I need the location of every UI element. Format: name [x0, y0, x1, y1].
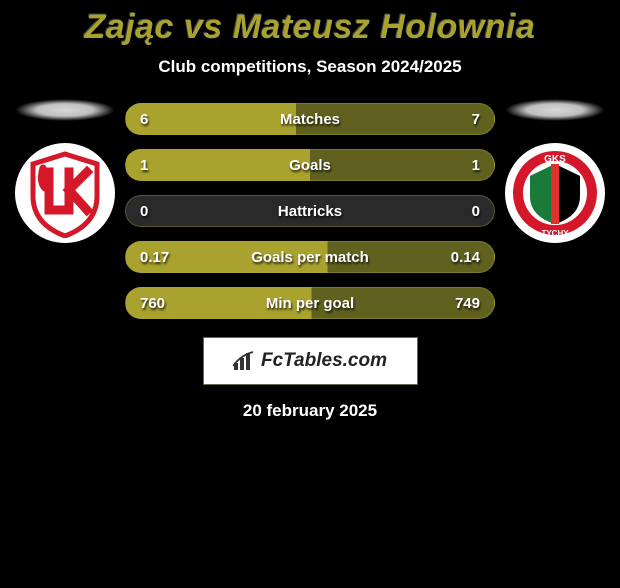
stat-row: 0.17Goals per match0.14: [125, 241, 495, 273]
stat-label: Hattricks: [126, 203, 494, 220]
player-silhouette-placeholder: [15, 99, 115, 121]
svg-text:GKS: GKS: [544, 154, 566, 165]
stat-value-right: 7: [440, 111, 480, 128]
player-silhouette-placeholder: [505, 99, 605, 121]
right-player-column: GKS TYCHY: [500, 99, 610, 243]
stat-value-right: 0.14: [440, 249, 480, 266]
fctables-label: FcTables.com: [261, 350, 387, 372]
lks-badge-icon: [25, 148, 105, 238]
left-player-column: [10, 99, 120, 243]
comparison-infographic: Zając vs Mateusz Holownia Club competiti…: [0, 8, 620, 421]
svg-text:TYCHY: TYCHY: [541, 229, 569, 238]
stat-label: Goals: [126, 157, 494, 174]
subtitle: Club competitions, Season 2024/2025: [0, 57, 620, 77]
gks-badge-icon: GKS TYCHY: [510, 148, 600, 238]
stat-value-right: 0: [440, 203, 480, 220]
page-title: Zając vs Mateusz Holownia: [0, 8, 620, 47]
gks-tychy-badge: GKS TYCHY: [505, 143, 605, 243]
stat-value-right: 749: [440, 295, 480, 312]
stat-value-right: 1: [440, 157, 480, 174]
bar-chart-icon: [233, 351, 255, 371]
stat-row: 760Min per goal749: [125, 287, 495, 319]
stat-row: 6Matches7: [125, 103, 495, 135]
lks-lodz-badge: [15, 143, 115, 243]
stat-label: Matches: [126, 111, 494, 128]
stats-area: GKS TYCHY 6Matches7 1Goals1 0Hattricks0 0.1…: [0, 99, 620, 319]
stat-row: 1Goals1: [125, 149, 495, 181]
date-label: 20 february 2025: [0, 401, 620, 421]
stat-row: 0Hattricks0: [125, 195, 495, 227]
fctables-attribution: FcTables.com: [203, 337, 418, 385]
stat-label: Goals per match: [126, 249, 494, 266]
stats-list: 6Matches7 1Goals1 0Hattricks0 0.17Goals per…: [125, 99, 495, 319]
stat-label: Min per goal: [126, 295, 494, 312]
